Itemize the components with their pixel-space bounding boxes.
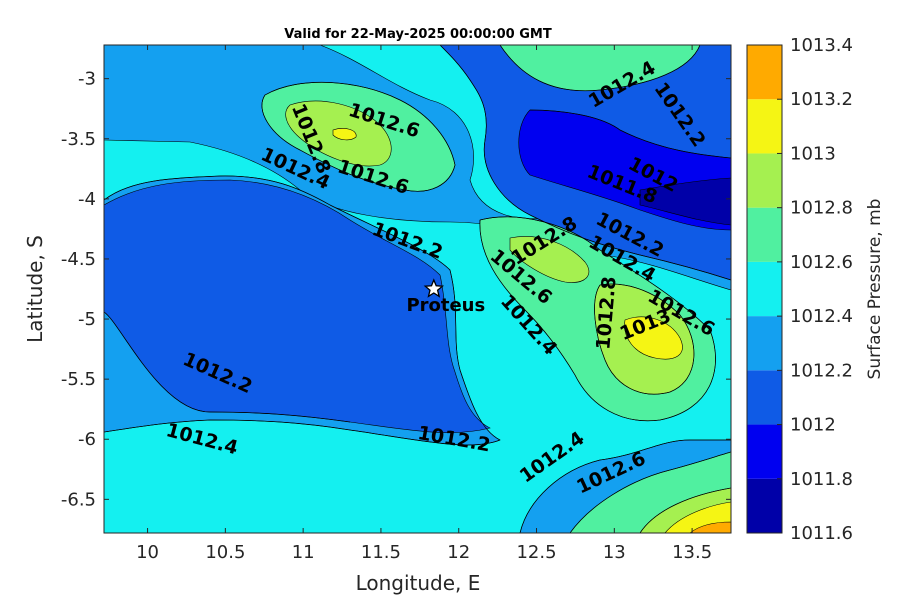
colorbar-tick-label: 1012.4 bbox=[790, 306, 853, 327]
colorbar-frame bbox=[746, 44, 783, 534]
y-axis-ticks: -3 -3.5 -4 -4.5 -5 -5.5 -6 -6.5 bbox=[61, 69, 731, 510]
x-tick-label: 10 bbox=[136, 542, 159, 563]
colorbar-swatch bbox=[747, 316, 782, 371]
field-region-nw-peak bbox=[332, 128, 357, 141]
colorbar-tick-label: 1011.8 bbox=[790, 469, 853, 490]
colorbar-tick-label: 1013 bbox=[790, 143, 836, 164]
colorbar-tick-label: 1012 bbox=[790, 415, 836, 436]
y-tick-label: -5 bbox=[78, 309, 96, 330]
colorbar-tick-label: 1012.2 bbox=[790, 360, 853, 381]
y-tick-label: -6.5 bbox=[61, 489, 96, 510]
colorbar-swatch bbox=[747, 45, 782, 100]
field-region-east-peak bbox=[624, 316, 683, 360]
colorbar-swatch bbox=[747, 370, 782, 425]
x-tick-label: 13 bbox=[603, 542, 626, 563]
plot-frame bbox=[103, 44, 732, 534]
colorbar-swatch bbox=[747, 207, 782, 262]
field-region-ne-1011-6 bbox=[639, 177, 731, 226]
y-tick-label: -5.5 bbox=[61, 369, 96, 390]
x-tick-label: 12.5 bbox=[516, 542, 556, 563]
colorbar-swatch bbox=[747, 153, 782, 208]
y-tick-label: -4.5 bbox=[61, 249, 96, 270]
y-tick-label: -4 bbox=[78, 189, 96, 210]
chart-title: Valid for 22-May-2025 00:00:00 GMT bbox=[284, 27, 552, 42]
field-region-center-core bbox=[509, 236, 590, 283]
colorbar-swatch bbox=[747, 478, 782, 533]
colorbar-swatch bbox=[747, 99, 782, 154]
x-tick-label: 12 bbox=[447, 542, 470, 563]
colorbar-tick-label: 1011.6 bbox=[790, 523, 853, 544]
x-tick-label: 13.5 bbox=[672, 542, 712, 563]
contour-lines bbox=[104, 45, 731, 533]
x-axis-ticks: 10 10.5 11 11.5 12 12.5 13 13.5 bbox=[136, 45, 712, 563]
colorbar-swatch bbox=[747, 424, 782, 479]
site-marker: Proteus bbox=[406, 278, 485, 316]
colorbar-swatch bbox=[747, 261, 782, 317]
y-axis-label: Latitude, S bbox=[23, 235, 47, 343]
colorbar-tick-label: 1013.2 bbox=[790, 89, 853, 110]
x-tick-label: 11.5 bbox=[361, 542, 401, 563]
y-tick-label: -3.5 bbox=[61, 129, 96, 150]
colorbar-tick-label: 1012.8 bbox=[790, 198, 853, 219]
colorbar-tick-label: 1012.6 bbox=[790, 252, 853, 273]
x-axis-label: Longitude, E bbox=[356, 571, 481, 595]
y-tick-label: -3 bbox=[78, 69, 96, 90]
x-tick-label: 10.5 bbox=[205, 542, 245, 563]
colorbar-tick-label: 1013.4 bbox=[790, 35, 853, 56]
colorbar: 1011.6 1011.8 1012 1012.2 1012.4 1012.6 1012.8… bbox=[746, 35, 853, 544]
field-region-se-max bbox=[689, 521, 731, 533]
x-tick-label: 11 bbox=[292, 542, 315, 563]
y-tick-label: -6 bbox=[78, 429, 96, 450]
colorbar-label: Surface Pressure, mb bbox=[865, 199, 885, 380]
site-label: Proteus bbox=[406, 295, 485, 316]
site-star-icon bbox=[423, 278, 445, 298]
